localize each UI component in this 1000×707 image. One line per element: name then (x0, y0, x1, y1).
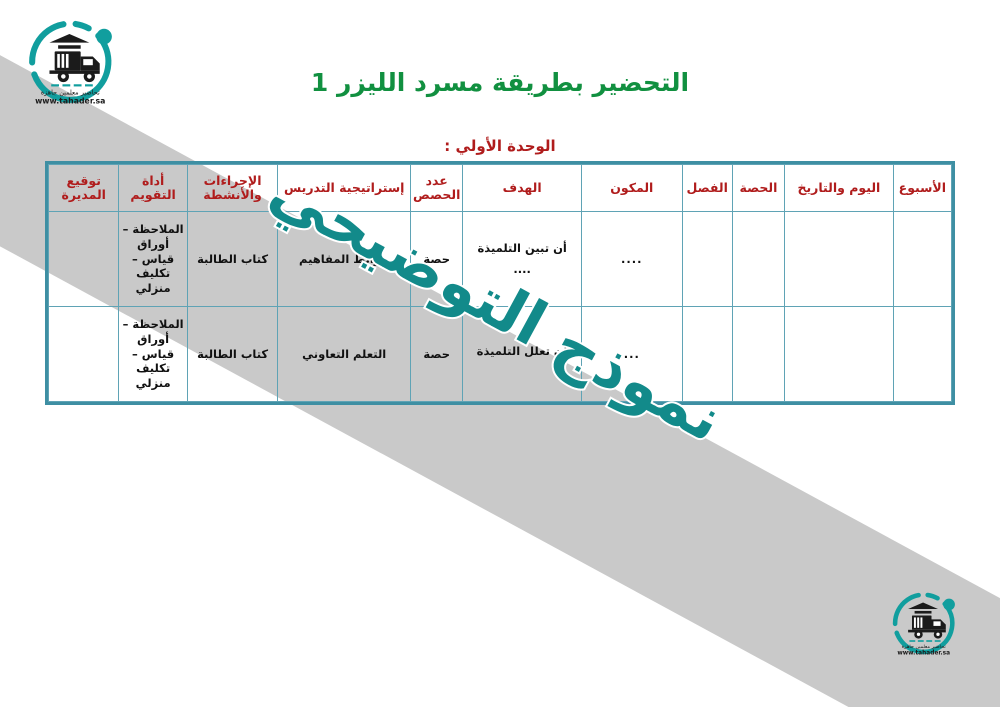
logo-ring-icon (29, 20, 112, 103)
column-header-class: الفصل (681, 164, 733, 212)
table-row: ... أن تعلل التلميذة حصة التعلم التعاوني… (47, 306, 953, 402)
cell-goal-text: أن تبين التلميذة (477, 241, 567, 256)
tahader-logo-top: تحاضير معلمين جاهزة www.tahader.sa (20, 8, 124, 112)
cell-day-date[interactable] (784, 306, 894, 402)
column-header-count-line1: عدد (425, 172, 448, 188)
cell-goal-dots: .... (513, 262, 531, 276)
cell-procedures[interactable]: كتاب الطالبة (186, 306, 279, 402)
logo-website: www.tahader.sa (897, 651, 950, 657)
cell-class[interactable] (681, 211, 733, 307)
cell-goal[interactable]: أن تعلل التلميذة (462, 306, 582, 402)
column-header-strategy: إستراتيجية التدريس (277, 164, 412, 212)
column-header-period: الحصة (731, 164, 786, 212)
cell-tool[interactable]: الملاحظة – أوراق قياس – تكليف منزلي (118, 211, 188, 307)
cell-component[interactable]: .... (581, 211, 683, 307)
cell-procedures[interactable]: كتاب الطالبة (186, 211, 279, 307)
logo-speed-lines (909, 640, 941, 642)
cell-strategy[interactable]: التعلم التعاوني (277, 306, 412, 402)
column-header-procedures-line2: والأنشطة (203, 187, 262, 202)
tahader-logo-bottom: تحاضير معلمين جاهزة www.tahader.sa (886, 583, 964, 661)
cell-signature[interactable] (47, 306, 120, 402)
column-header-tool-line1: أداة (141, 172, 165, 188)
cell-count[interactable]: حصة (410, 306, 464, 402)
column-header-procedures-line1: الإجراءات (203, 172, 262, 188)
cell-period[interactable] (731, 306, 786, 402)
column-header-signature-line2: المديرة (61, 187, 106, 202)
cell-tool[interactable]: الملاحظة – أوراق قياس – تكليف منزلي (118, 306, 188, 402)
column-header-count: عدد الحصص (410, 164, 464, 212)
cell-week[interactable] (892, 306, 953, 402)
truck-icon (908, 602, 946, 639)
cell-count[interactable]: حصة (410, 211, 464, 307)
lesson-preparation-table: الأسبوع اليوم والتاريخ الحصة الفصل المكو… (45, 161, 955, 405)
logo-tagline: تحاضير معلمين جاهزة (41, 89, 100, 97)
column-header-goal: الهدف (462, 164, 582, 212)
cell-week[interactable] (892, 211, 953, 307)
cell-signature[interactable] (47, 211, 120, 307)
cell-goal-text: أن تعلل التلميذة (476, 343, 568, 358)
logo-tagline: تحاضير معلمين جاهزة (902, 644, 947, 650)
cell-strategy[interactable]: خرائط المفاهيم (277, 211, 412, 307)
column-header-tool-line2: التقويم (130, 187, 176, 202)
column-header-procedures: الإجراءات والأنشطة (186, 164, 279, 212)
logo-speed-lines (51, 84, 93, 87)
logo-ring-icon (892, 592, 955, 655)
prep-table: الأسبوع اليوم والتاريخ الحصة الفصل المكو… (47, 164, 953, 402)
cell-day-date[interactable] (784, 211, 894, 307)
column-header-component: المكون (581, 164, 683, 212)
logo-website: www.tahader.sa (35, 96, 105, 105)
column-header-count-line2: الحصص (413, 187, 461, 202)
cell-class[interactable] (681, 306, 733, 402)
cell-goal[interactable]: أن تبين التلميذة .... (462, 211, 582, 307)
cell-period[interactable] (731, 211, 786, 307)
cell-component[interactable]: ... (581, 306, 683, 402)
truck-icon (49, 34, 100, 83)
page-title: التحضير بطريقة مسرد الليزر 1 (310, 68, 690, 97)
table-header-row: الأسبوع اليوم والتاريخ الحصة الفصل المكو… (47, 164, 953, 212)
column-header-week: الأسبوع (892, 164, 953, 212)
column-header-day-date: اليوم والتاريخ (784, 164, 894, 212)
column-header-signature: توقيع المديرة (47, 164, 120, 212)
table-row: .... أن تبين التلميذة .... حصة خرائط الم… (47, 211, 953, 307)
column-header-tool: أداة التقويم (118, 164, 188, 212)
unit-subtitle: الوحدة الأولي : (444, 137, 556, 155)
column-header-signature-line1: توقيع (66, 172, 101, 188)
